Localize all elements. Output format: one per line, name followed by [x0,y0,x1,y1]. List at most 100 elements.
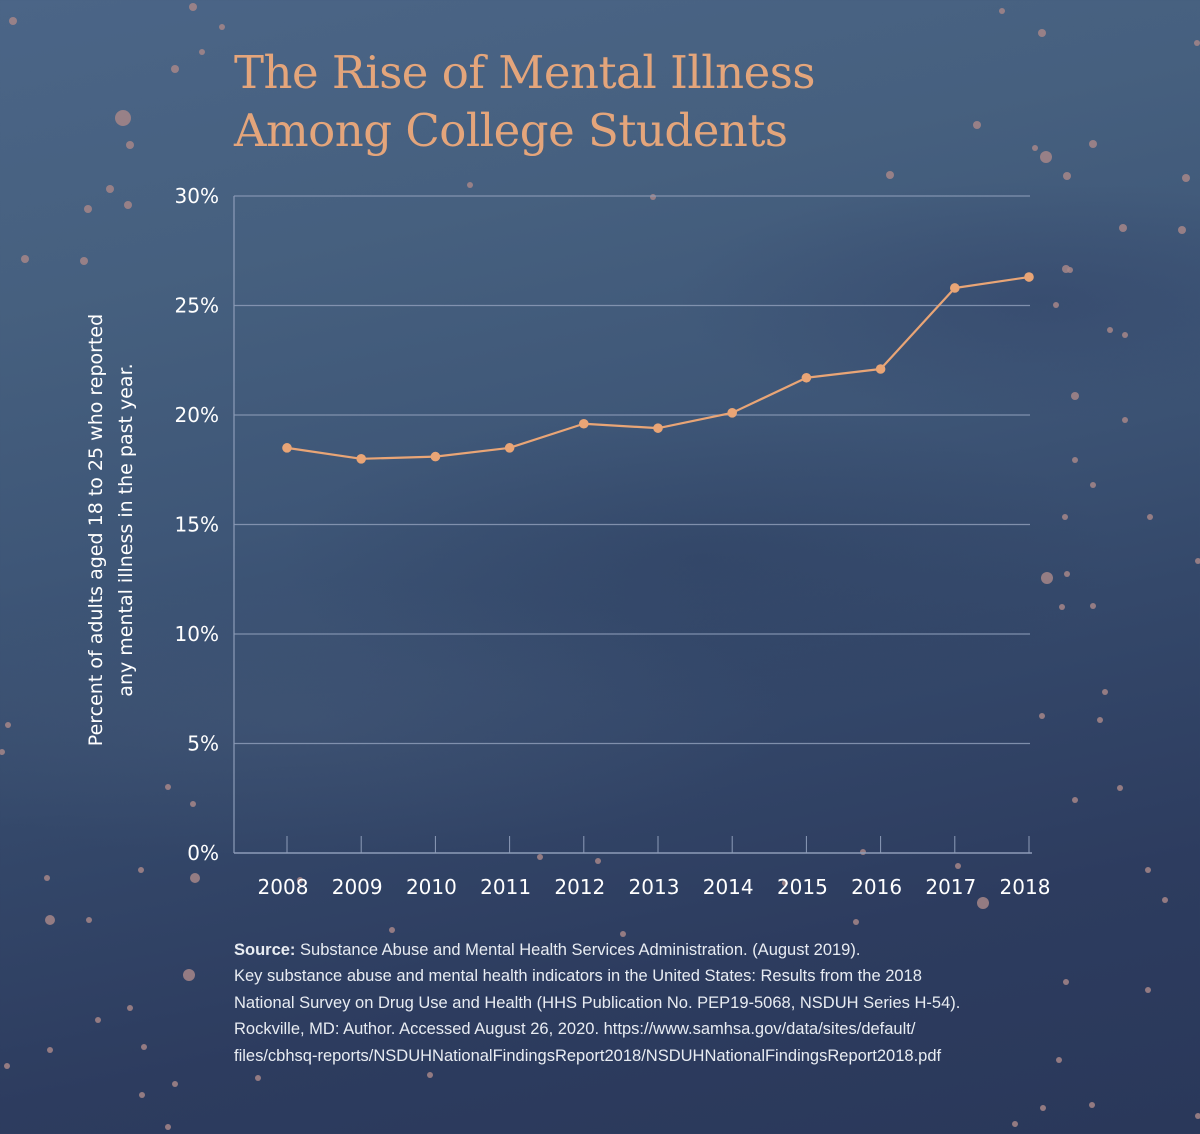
background-speck [1063,979,1069,985]
background-speck [1162,897,1168,903]
chart-title-line-1: The Rise of Mental Illness [234,46,815,99]
background-speck [255,1075,261,1081]
background-speck [427,1072,433,1078]
background-speck [1182,174,1190,182]
background-speck [126,141,134,149]
background-speck [1039,713,1045,719]
background-speck [95,1017,101,1023]
background-speck [1062,265,1070,273]
background-speck [1071,392,1079,400]
source-line-4: Rockville, MD: Author. Accessed August 2… [234,1020,916,1039]
background-speck [139,1092,145,1098]
chart-title: The Rise of Mental Illness Among College… [234,44,815,160]
source-line-1: Source: Substance Abuse and Mental Healt… [234,937,960,963]
background-speck [1195,558,1200,564]
x-tick-label: 2012 [554,875,605,899]
background-speck [1097,717,1103,723]
data-point [950,283,960,293]
y-axis-ticks: 0% 5% 10% 15% 20% 25% 30% [175,184,219,865]
data-series [282,272,1034,464]
source-line-5: files/cbhsq-reports/NSDUHNationalFinding… [234,1046,942,1065]
background-speck [1107,327,1113,333]
background-speck [886,171,894,179]
background-speck [165,1124,171,1130]
background-speck [183,969,195,981]
background-speck [190,801,196,807]
background-speck [1090,603,1096,609]
background-speck [977,897,989,909]
background-speck [165,784,171,790]
gridlines [234,195,1030,745]
background-speck [1062,514,1068,520]
background-speck [1040,151,1052,163]
background-speck [1122,417,1128,423]
background-speck [389,927,395,933]
background-speck [1067,267,1073,273]
background-speck [955,863,961,869]
x-tick-label: 2015 [777,875,828,899]
background-speck [9,17,17,25]
background-speck [1072,797,1078,803]
background-speck [1145,987,1151,993]
x-tick-label: 2008 [258,875,309,899]
background-speck [84,205,92,213]
x-tick-label: 2009 [332,875,383,899]
background-speck [124,201,132,209]
background-speck [782,880,788,886]
y-tick-label: 5% [187,732,219,756]
background-speck [189,3,197,11]
chart-title-line-2: Among College Students [234,104,788,157]
x-tick-label: 2011 [480,875,531,899]
y-tick-label: 25% [175,294,219,318]
data-point [504,443,515,453]
data-point [579,418,589,429]
background-speck [1063,172,1071,180]
background-speck [1012,1121,1018,1127]
background-speck [1032,145,1038,151]
x-tick-label: 2013 [629,875,680,899]
background-speck [172,1081,178,1087]
background-speck [973,121,981,129]
background-speck [1178,226,1186,234]
background-speck [1089,140,1097,148]
background-speck [138,867,144,873]
background-speck [1122,332,1128,338]
background-speck [5,722,11,728]
data-point [1024,272,1034,282]
background-speck [1117,785,1123,791]
x-tick-label: 2016 [851,875,902,899]
background-speck [4,1063,10,1069]
background-speck [650,194,656,200]
source-line-2: Key substance abuse and mental health in… [234,967,922,986]
background-speck [860,849,866,855]
background-speck [467,182,473,188]
background-speck [1119,224,1127,232]
y-tick-label: 20% [175,403,219,427]
background-speck [1072,457,1078,463]
data-point [430,451,441,462]
data-point [356,454,367,464]
background-speck [1040,1105,1046,1111]
data-point [282,443,292,453]
background-speck [1194,40,1200,46]
background-speck [21,255,29,263]
background-speck [1064,571,1070,577]
background-speck [106,185,114,193]
x-tick-label: 2010 [406,875,457,899]
x-tick-label: 2018 [1000,875,1051,899]
background-speck [171,65,179,73]
y-tick-label: 10% [175,622,219,646]
background-speck [45,915,55,925]
background-speck [127,1005,133,1011]
data-point [727,408,737,418]
background-speck [199,49,205,55]
background-speck [86,917,92,923]
background-speck [1053,302,1059,308]
data-point [653,423,663,433]
background-speck [1038,29,1046,37]
background-speck [1195,1113,1200,1119]
background-speck [537,854,543,860]
background-speck [115,110,131,126]
background-speck [1056,1057,1062,1063]
